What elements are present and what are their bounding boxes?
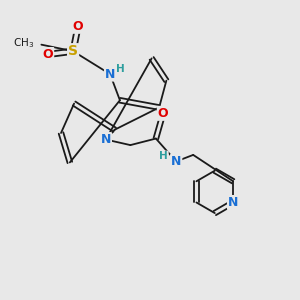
Text: N: N: [171, 155, 181, 168]
Text: N: N: [100, 133, 111, 146]
Text: H: H: [159, 151, 168, 161]
Text: S: S: [68, 44, 78, 58]
Text: O: O: [43, 48, 53, 61]
Text: N: N: [228, 196, 238, 209]
Text: CH$_3$: CH$_3$: [13, 36, 34, 50]
Text: O: O: [158, 107, 168, 120]
Text: O: O: [73, 20, 83, 33]
Text: N: N: [105, 68, 115, 81]
Text: H: H: [116, 64, 125, 74]
